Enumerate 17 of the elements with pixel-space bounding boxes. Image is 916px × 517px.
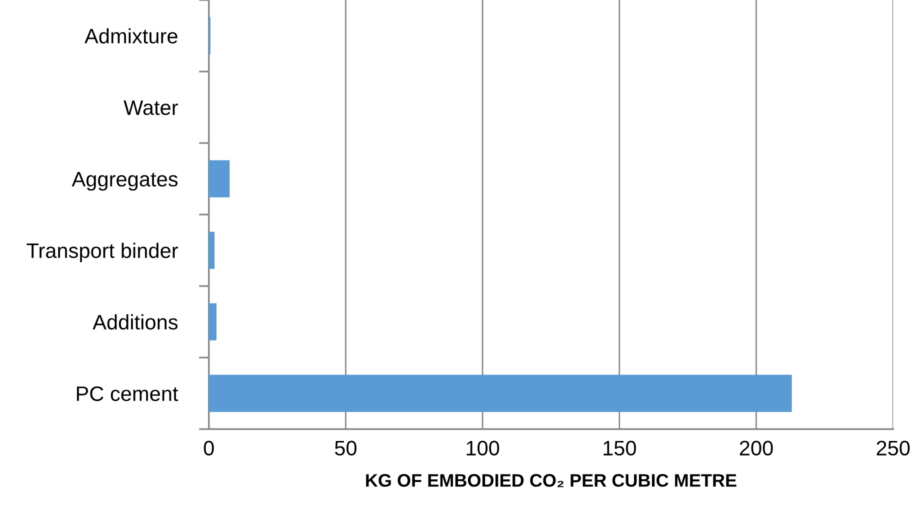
x-tick-label: 100 (466, 440, 500, 456)
x-tick-label: 250 (876, 440, 910, 456)
y-tick-label: Transport binder (26, 242, 178, 262)
x-tick-label: 150 (604, 440, 636, 456)
y-tick-label: Aggregates (72, 172, 178, 191)
x-tick-label: 50 (334, 440, 356, 456)
x-axis-title: KG OF EMBODIED CO₂ PER CUBIC METRE (366, 474, 736, 488)
y-tick-label: Admixture (84, 28, 178, 44)
y-tick-label: Water (124, 100, 178, 116)
bar (208, 374, 792, 412)
y-tick-label: Additions (92, 314, 178, 330)
bar (208, 232, 215, 269)
bar (208, 160, 230, 198)
x-tick-label: 0 (204, 440, 214, 456)
y-tick-label: PC cement (76, 386, 178, 402)
x-tick-label: 200 (740, 440, 773, 456)
bar (208, 303, 217, 340)
